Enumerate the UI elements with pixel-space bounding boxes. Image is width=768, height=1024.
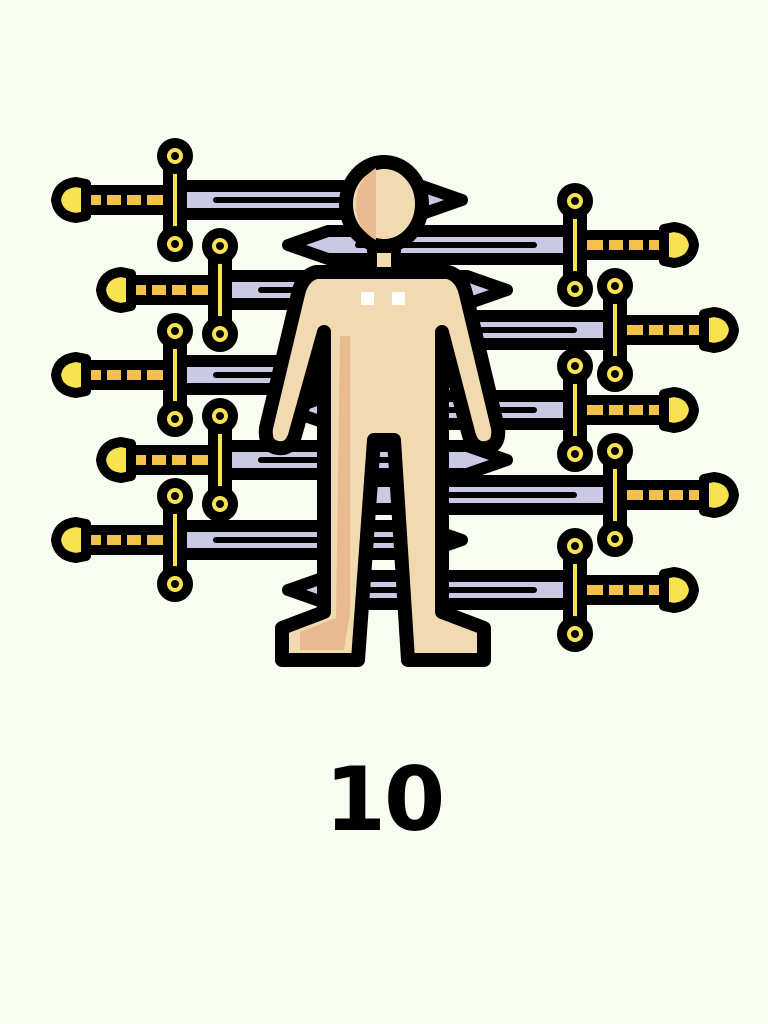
sword-4 bbox=[96, 398, 513, 522]
sword-1 bbox=[51, 138, 468, 262]
person-body bbox=[258, 265, 506, 667]
person-head-shade bbox=[356, 168, 376, 240]
chest-mark-left bbox=[361, 292, 374, 305]
chest-mark-right bbox=[392, 292, 405, 305]
person-figure bbox=[258, 155, 506, 667]
sword-6 bbox=[282, 183, 699, 307]
swords-and-person-illustration bbox=[51, 138, 739, 667]
sword-counter: 10 bbox=[324, 748, 445, 851]
sword-5 bbox=[51, 478, 468, 602]
person-shade bbox=[300, 336, 350, 650]
